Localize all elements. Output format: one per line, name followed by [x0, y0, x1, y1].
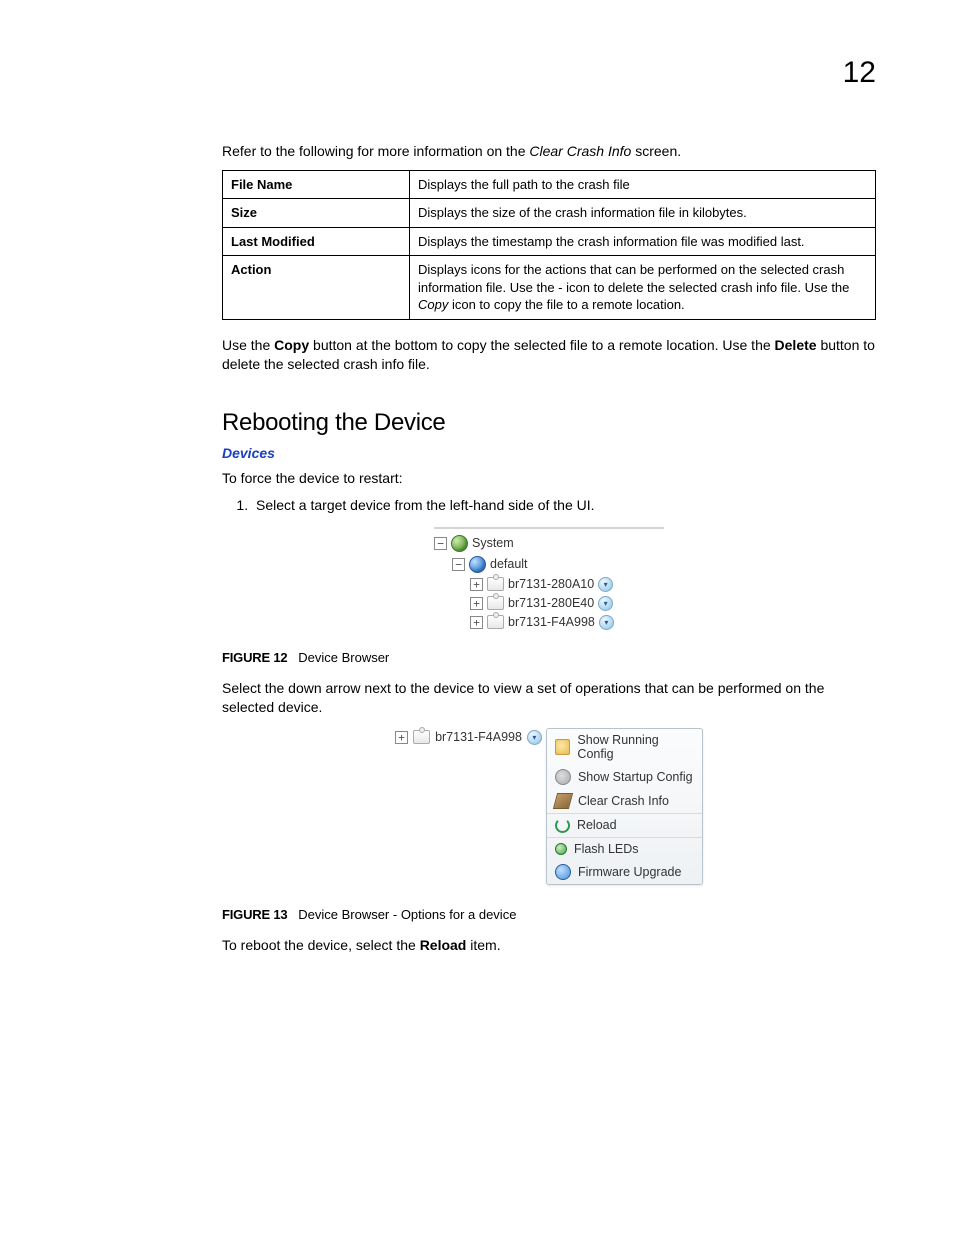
clear-crash-info-table: File Name Displays the full path to the … — [222, 170, 876, 320]
firmware-icon — [555, 864, 571, 880]
device-icon — [487, 577, 504, 591]
device-icon — [487, 615, 504, 629]
page-number: 12 — [843, 56, 876, 90]
menu-item-firmware-upgrade[interactable]: Firmware Upgrade — [547, 860, 702, 884]
figure-number: FIGURE 12 — [222, 650, 287, 665]
menu-item-reload[interactable]: Reload — [547, 813, 702, 837]
table-row-desc: Displays icons for the actions that can … — [410, 256, 876, 320]
tree-label: System — [472, 536, 514, 550]
tree-label: br7131-F4A998 — [435, 730, 522, 744]
figure-caption-text: Device Browser - Options for a device — [298, 907, 516, 922]
action-desc-post: icon to copy the file to a remote locati… — [448, 297, 684, 312]
tree-label: default — [490, 557, 528, 571]
figure-number: FIGURE 13 — [222, 907, 287, 922]
reload-icon — [555, 818, 570, 833]
tree-row-default[interactable]: − default — [434, 554, 664, 575]
figure-13-area: + br7131-F4A998 ▾ Show Running Config Sh… — [222, 728, 876, 885]
intro-text-post: screen. — [631, 143, 681, 159]
expand-icon[interactable]: + — [470, 597, 483, 610]
figure-13-caption: FIGURE 13 Device Browser - Options for a… — [222, 907, 876, 922]
table-row-desc: Displays the timestamp the crash informa… — [410, 227, 876, 256]
action-desc-em: Copy — [418, 297, 448, 312]
chevron-down-icon[interactable]: ▾ — [598, 596, 613, 611]
page: 12 Refer to the following for more infor… — [0, 0, 954, 1023]
table-row-label: Size — [223, 199, 410, 228]
menu-item-label: Show Running Config — [577, 733, 694, 761]
expand-icon[interactable]: + — [470, 616, 483, 629]
expand-icon[interactable]: + — [395, 731, 408, 744]
delete-bold: Delete — [775, 337, 817, 353]
menu-item-label: Reload — [577, 818, 617, 832]
device-tree: − System − default + br7131-280A10 ▾ + b… — [434, 527, 664, 632]
gear-icon — [555, 769, 571, 785]
chevron-down-icon[interactable]: ▾ — [599, 615, 614, 630]
table-row-label: File Name — [223, 170, 410, 199]
copy-bold: Copy — [274, 337, 309, 353]
figure-12-area: − System − default + br7131-280A10 ▾ + b… — [222, 527, 876, 632]
expand-icon[interactable]: + — [470, 578, 483, 591]
txt: item. — [466, 937, 500, 953]
folder-icon — [555, 739, 570, 755]
reload-bold: Reload — [420, 937, 467, 953]
table-row: Size Displays the size of the crash info… — [223, 199, 876, 228]
menu-item-label: Clear Crash Info — [578, 794, 669, 808]
steps-list: Select a target device from the left-han… — [222, 497, 876, 513]
closing-paragraph: To reboot the device, select the Reload … — [222, 936, 876, 956]
brush-icon — [553, 793, 573, 809]
table-row: Last Modified Displays the timestamp the… — [223, 227, 876, 256]
menu-item-show-running-config[interactable]: Show Running Config — [547, 729, 702, 765]
device-icon — [487, 596, 504, 610]
figure-caption-text: Device Browser — [298, 650, 389, 665]
collapse-icon[interactable]: − — [452, 558, 465, 571]
devices-link[interactable]: Devices — [222, 445, 876, 461]
figure-13-inner: + br7131-F4A998 ▾ Show Running Config Sh… — [395, 728, 703, 885]
globe-icon — [451, 535, 468, 552]
menu-item-label: Firmware Upgrade — [578, 865, 682, 879]
after-fig12-paragraph: Select the down arrow next to the device… — [222, 679, 876, 718]
intro-text-em: Clear Crash Info — [529, 143, 631, 159]
led-icon — [555, 843, 567, 855]
txt: button at the bottom to copy the selecte… — [309, 337, 774, 353]
step-item: Select a target device from the left-han… — [252, 497, 876, 513]
device-icon — [413, 730, 430, 744]
tree-row-device[interactable]: + br7131-280A10 ▾ — [434, 575, 664, 594]
globe-icon — [469, 556, 486, 573]
table-row: Action Displays icons for the actions th… — [223, 256, 876, 320]
menu-item-clear-crash-info[interactable]: Clear Crash Info — [547, 789, 702, 813]
tree-row-device[interactable]: + br7131-F4A998 ▾ — [434, 613, 664, 632]
tree-row-system[interactable]: − System — [434, 533, 664, 554]
table-row-label: Action — [223, 256, 410, 320]
tree-label: br7131-280E40 — [508, 596, 594, 610]
intro-paragraph: Refer to the following for more informat… — [222, 142, 876, 162]
table-row-desc: Displays the size of the crash informati… — [410, 199, 876, 228]
figure-12-caption: FIGURE 12 Device Browser — [222, 650, 876, 665]
txt: Use the — [222, 337, 274, 353]
menu-item-show-startup-config[interactable]: Show Startup Config — [547, 765, 702, 789]
chevron-down-icon[interactable]: ▾ — [598, 577, 613, 592]
device-context-menu: Show Running Config Show Startup Config … — [546, 728, 703, 885]
tree-row-device[interactable]: + br7131-F4A998 ▾ — [395, 728, 542, 745]
table-row-desc: Displays the full path to the crash file — [410, 170, 876, 199]
tree-row-device[interactable]: + br7131-280E40 ▾ — [434, 594, 664, 613]
table-row-label: Last Modified — [223, 227, 410, 256]
tree-label: br7131-280A10 — [508, 577, 594, 591]
menu-item-flash-leds[interactable]: Flash LEDs — [547, 837, 702, 860]
menu-item-label: Show Startup Config — [578, 770, 693, 784]
restart-intro: To force the device to restart: — [222, 469, 876, 489]
txt: To reboot the device, select the — [222, 937, 420, 953]
table-row: File Name Displays the full path to the … — [223, 170, 876, 199]
section-heading: Rebooting the Device — [222, 409, 876, 437]
after-table-paragraph: Use the Copy button at the bottom to cop… — [222, 336, 876, 375]
menu-item-label: Flash LEDs — [574, 842, 639, 856]
tree-label: br7131-F4A998 — [508, 615, 595, 629]
action-desc-pre: Displays icons for the actions that can … — [418, 262, 849, 295]
intro-text-pre: Refer to the following for more informat… — [222, 143, 529, 159]
chevron-down-icon[interactable]: ▾ — [527, 730, 542, 745]
collapse-icon[interactable]: − — [434, 537, 447, 550]
